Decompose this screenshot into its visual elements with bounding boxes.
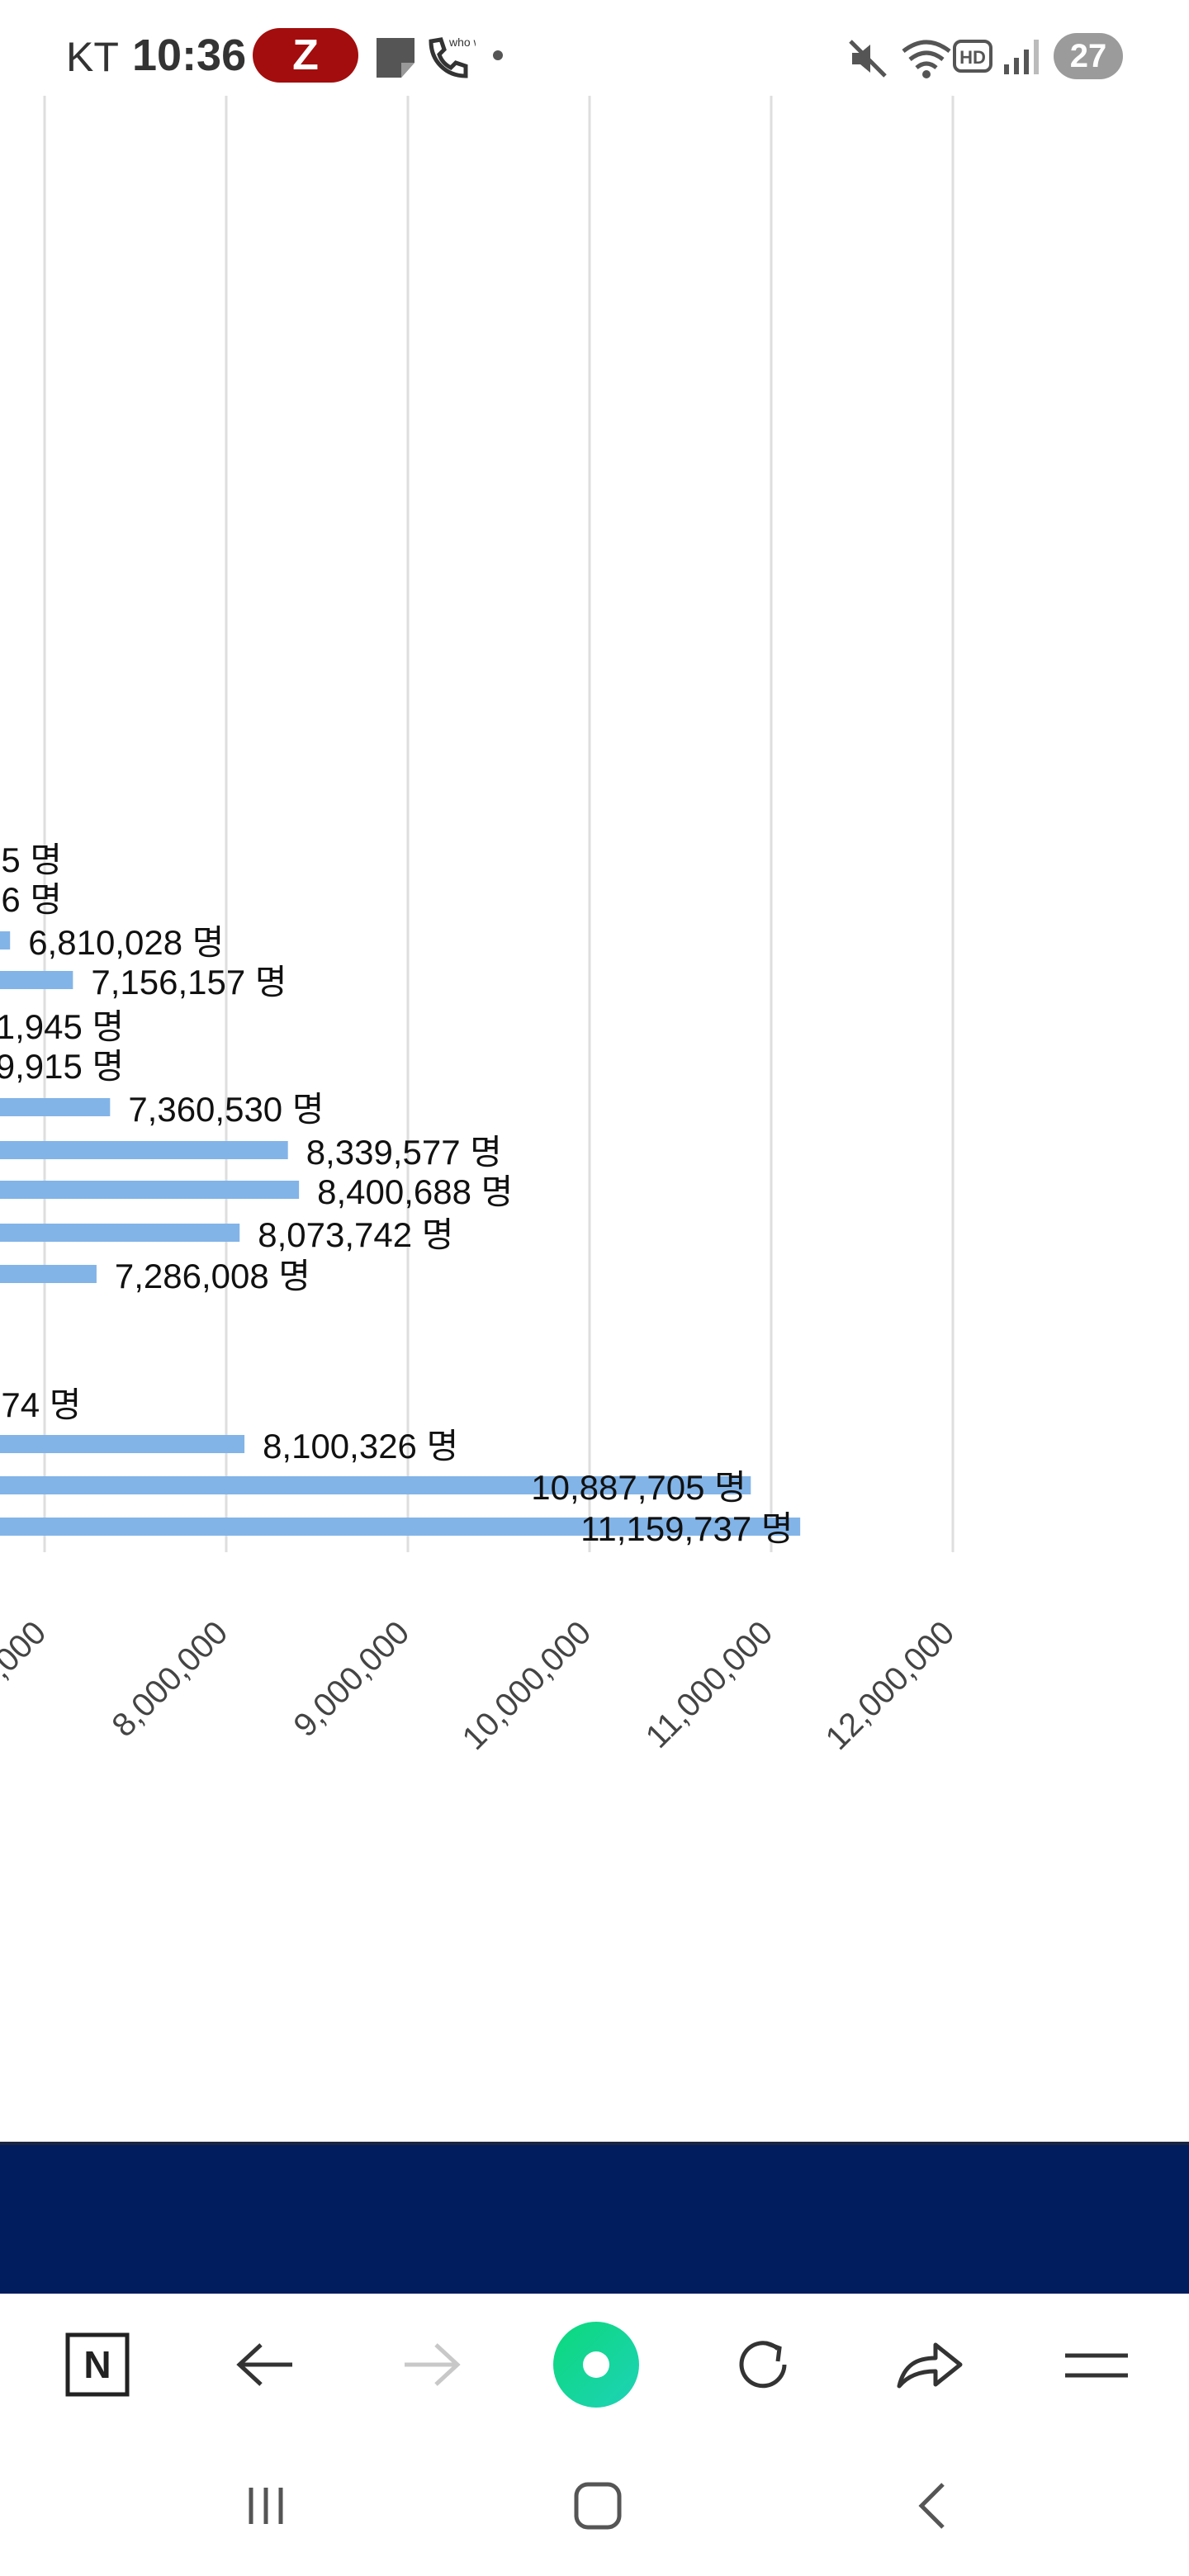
z-badge-label: Z: [292, 31, 319, 79]
clock: 10:36: [132, 31, 247, 80]
arrow-right-icon: [405, 2343, 461, 2386]
bar-value-label: 7,286,008 명: [115, 1257, 310, 1295]
bar: [0, 1476, 751, 1494]
dot-icon: [493, 50, 503, 60]
bar: [0, 971, 73, 989]
carrier-label: KT: [66, 34, 119, 80]
battery-icon: 27: [1054, 33, 1123, 79]
call-app-icon: who who: [429, 36, 476, 78]
home-square-icon: [574, 2482, 622, 2530]
bar-value-label: 10,887,705 명: [531, 1468, 746, 1507]
status-bar: KT 10:36 Z who who HD 27: [0, 0, 1189, 116]
green-dot-button[interactable]: [538, 2294, 654, 2436]
bar: [0, 931, 11, 949]
naver-home-icon: N: [65, 2332, 130, 2397]
bar: [0, 1181, 300, 1199]
bar: [0, 1224, 240, 1242]
reload-icon: [739, 2341, 787, 2389]
naver-home-button[interactable]: N: [40, 2294, 155, 2436]
system-back-button[interactable]: [867, 2436, 999, 2576]
hamburger-menu-icon: [1065, 2353, 1128, 2378]
bar-value-label: 11,159,737 명: [580, 1509, 793, 1548]
bar: [0, 1141, 288, 1159]
population-bar-chart: 35 명26 명 6,810,028 명7,156,157 명 441,945 명5…: [0, 91, 1189, 1775]
chart-svg: 35 명26 명 6,810,028 명7,156,157 명 441,945 명5…: [0, 96, 962, 1757]
x-tick-label: 12,000,000: [819, 1614, 962, 1757]
share-arrow-icon: [897, 2342, 963, 2389]
x-tick-label: 10,000,000: [456, 1614, 599, 1757]
bar-value-label: 35 명: [0, 841, 62, 879]
hd-icon: HD: [953, 40, 992, 73]
bar-value-label: 8,400,688 명: [317, 1172, 513, 1211]
recents-button[interactable]: [200, 2436, 332, 2576]
chevron-left-icon: [918, 2483, 945, 2529]
naver-home-label: N: [83, 2343, 111, 2386]
bar: [0, 1435, 245, 1453]
bar-value-label: 8,073,742 명: [258, 1215, 453, 1254]
browser-toolbar: N: [0, 2294, 1189, 2436]
bar-value-label: 7,156,157 명: [91, 963, 287, 1002]
home-button[interactable]: [532, 2436, 664, 2576]
back-button[interactable]: [208, 2294, 324, 2436]
wifi-icon: [902, 40, 951, 78]
reload-button[interactable]: [705, 2294, 821, 2436]
caller-app-text: who who: [448, 36, 476, 49]
arrow-left-icon: [236, 2343, 292, 2386]
bar: [0, 1518, 801, 1536]
bar-value-label: 8,100,326 명: [263, 1427, 458, 1466]
bar-value-label: 8,339,577 명: [306, 1133, 502, 1172]
bar: [0, 1265, 97, 1283]
x-tick-label: 11,000,000: [639, 1614, 780, 1755]
green-dot-icon: [553, 2322, 639, 2408]
x-tick-label: 8,000,000: [105, 1614, 234, 1744]
bar-value-label: 509,915 명: [0, 1047, 124, 1086]
recents-icon: [249, 2488, 283, 2524]
bar-value-label: 441,945 명: [0, 1007, 124, 1046]
battery-level: 27: [1069, 38, 1107, 74]
bar-value-label: 7,360,530 명: [128, 1090, 324, 1129]
z-app-icon: Z: [253, 28, 358, 83]
navy-banner: [0, 2142, 1189, 2297]
x-tick-label: 9,000,000: [287, 1614, 416, 1744]
svg-text:HD: HD: [959, 47, 986, 68]
mute-icon: [849, 40, 887, 78]
note-icon: [377, 38, 414, 78]
signal-icon: [1004, 40, 1039, 74]
forward-button[interactable]: [373, 2294, 489, 2436]
bar-value-label: 6,810,028 명: [28, 923, 224, 962]
system-navigation-bar: [0, 2436, 1189, 2576]
bar-value-label: 26 명: [0, 880, 62, 919]
x-tick-label: ,000: [0, 1614, 53, 1685]
menu-button[interactable]: [1039, 2294, 1154, 2436]
bar: [0, 1098, 111, 1116]
share-button[interactable]: [872, 2294, 988, 2436]
bar-value-label: 074 명: [0, 1385, 81, 1424]
